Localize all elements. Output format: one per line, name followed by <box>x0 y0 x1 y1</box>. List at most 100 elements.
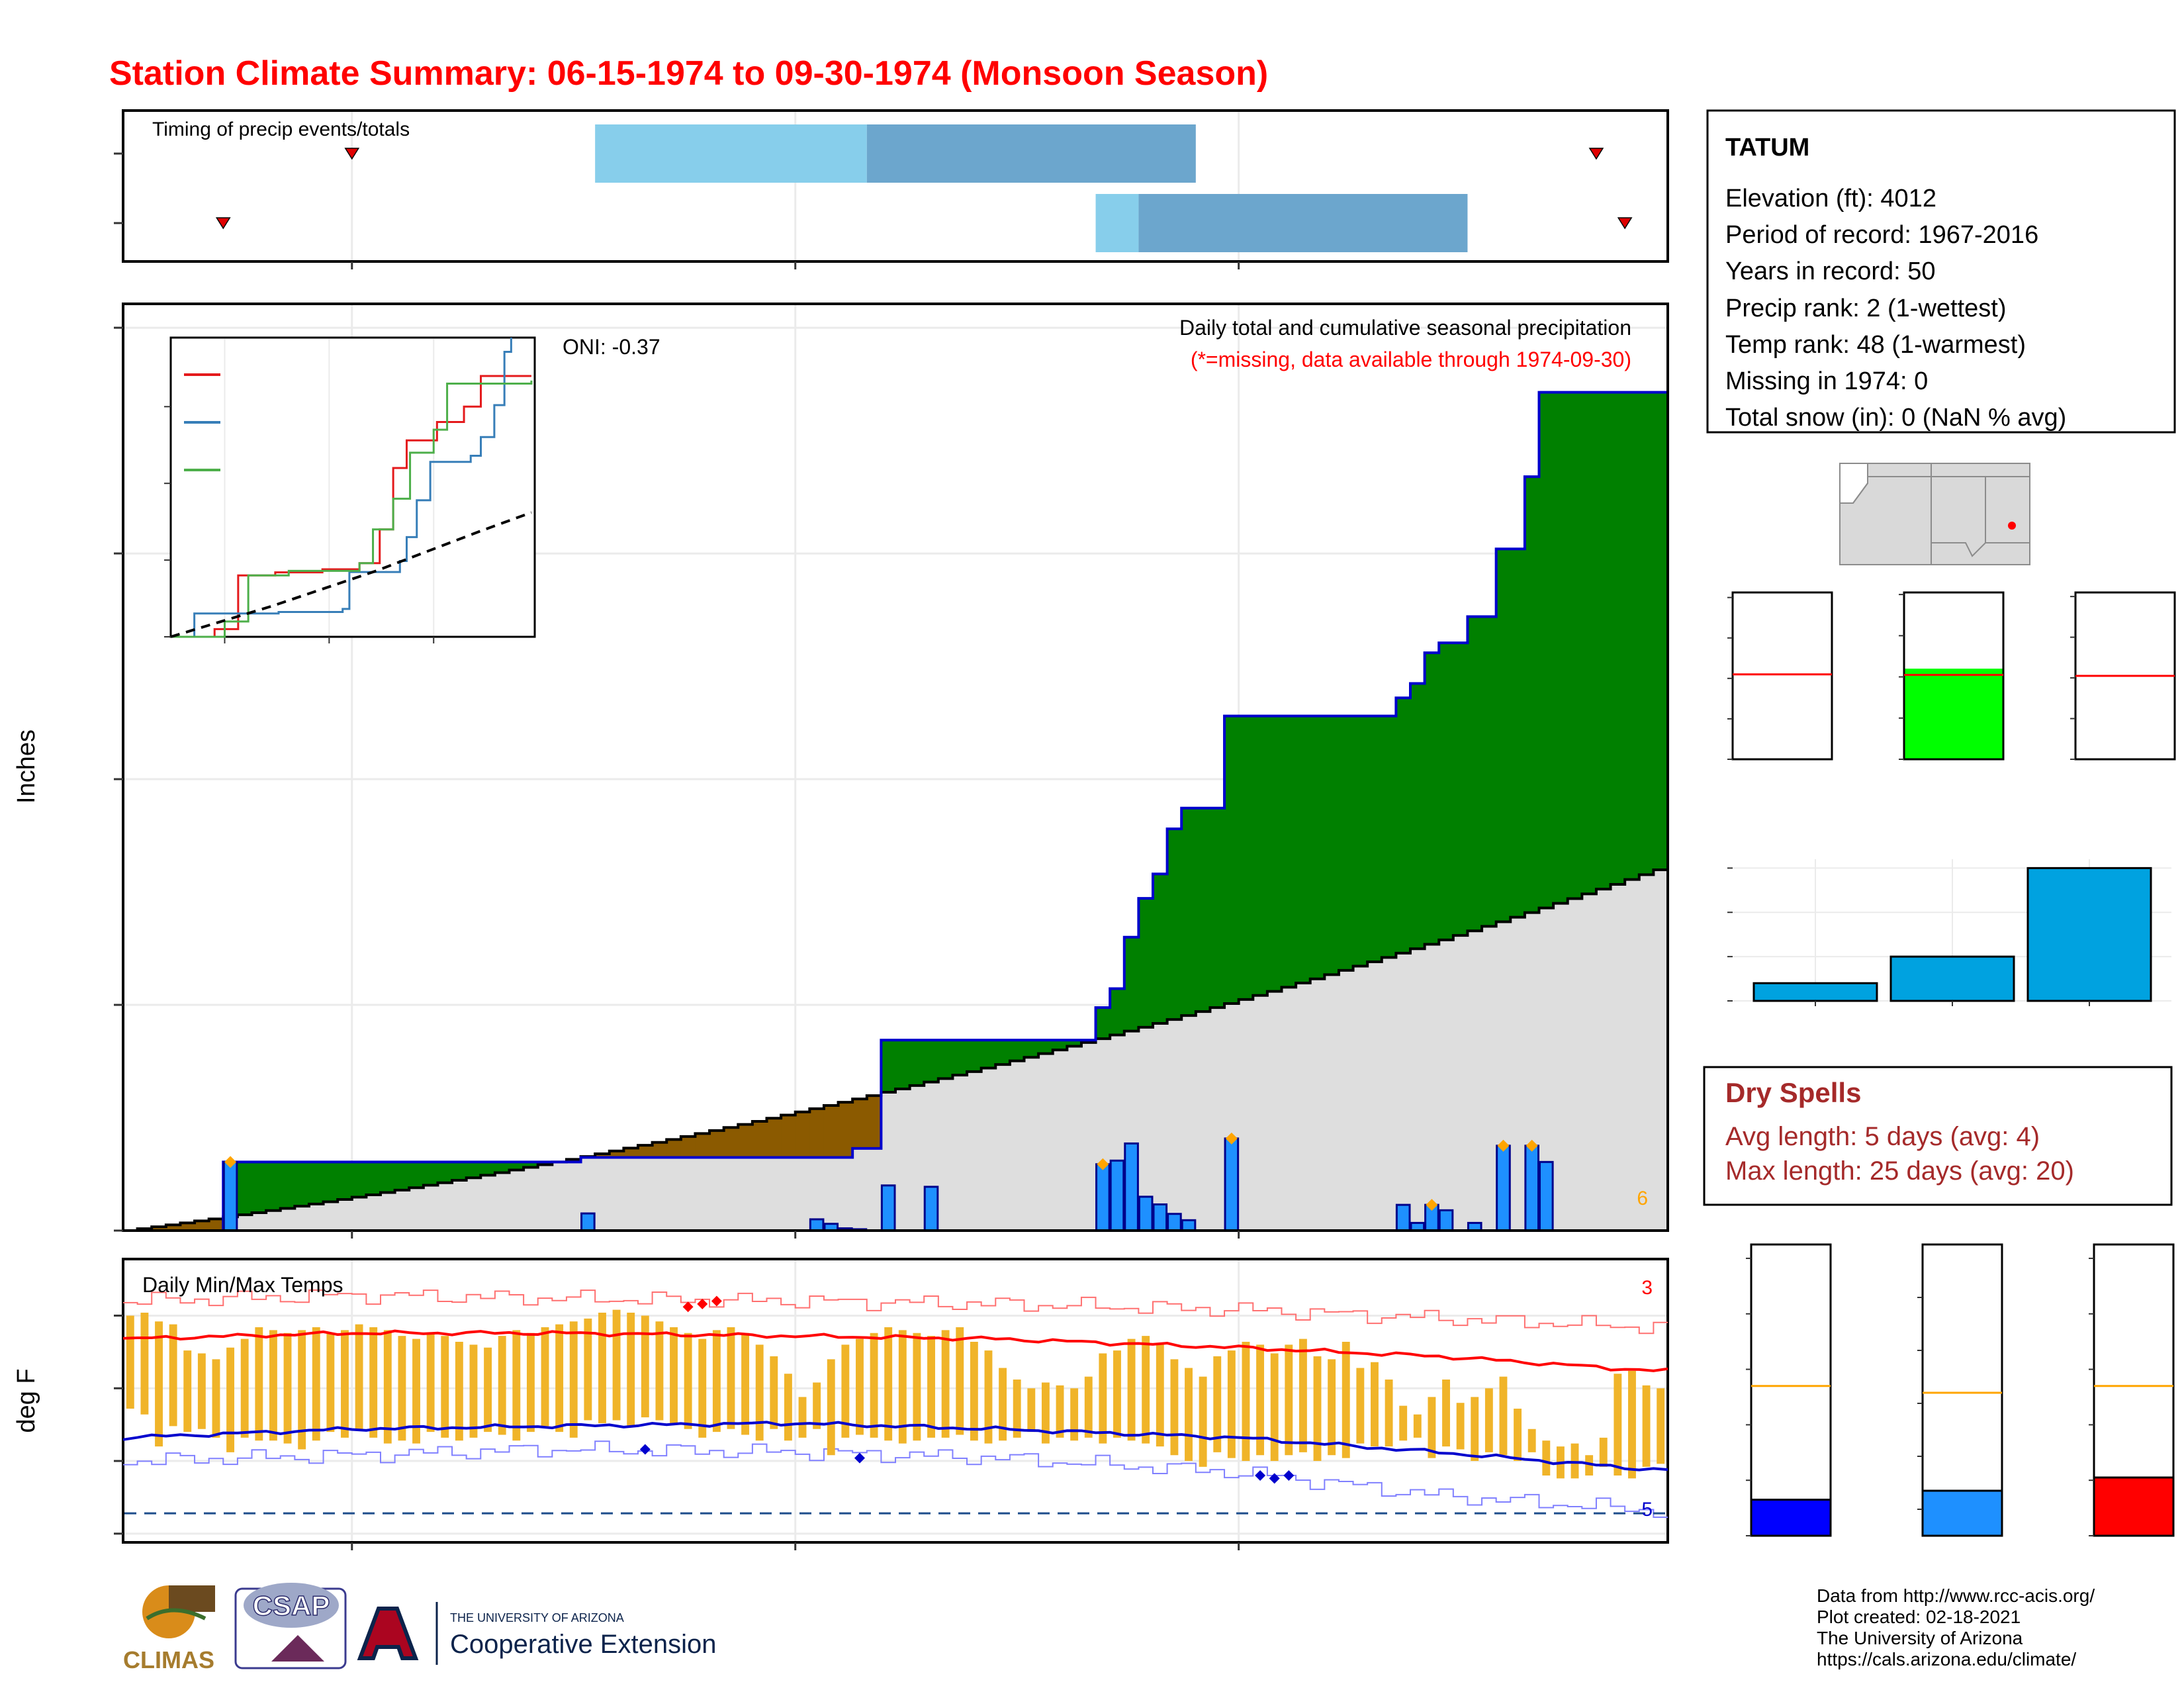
inset-series-line-1972 <box>171 375 531 638</box>
surplus-area-segment <box>351 1162 367 1197</box>
climas-logo-swoosh <box>146 1608 206 1620</box>
surplus-area-segment <box>1482 616 1497 927</box>
climatology-fill-segment <box>1482 926 1497 1231</box>
climatology-fill-segment <box>1639 874 1654 1231</box>
daily-precip-bar <box>1224 1137 1240 1232</box>
record-low-marker <box>1283 1470 1295 1481</box>
climatology-fill-segment <box>866 1148 882 1231</box>
climatology-fill-segment <box>795 1157 810 1231</box>
inset-lines <box>164 338 533 643</box>
surplus-area-segment <box>1210 808 1225 1008</box>
climatology-fill-segment <box>1310 978 1325 1231</box>
climatology-fill-segment <box>1296 983 1311 1231</box>
surplus-area-segment <box>394 1162 410 1190</box>
deficit-area-segment <box>709 1130 725 1158</box>
daily-precip-bar <box>1524 1145 1540 1232</box>
csap-logo-text: CSAP <box>253 1590 330 1621</box>
climatology-fill-segment <box>1210 1008 1225 1231</box>
dry-spells-title: Dry Spells <box>1725 1077 1861 1108</box>
deficit-area-segment <box>595 1153 610 1158</box>
climatology-fill-segment <box>1567 898 1582 1231</box>
climatology-fill-segment <box>1653 870 1668 1231</box>
climatology-fill-segment <box>480 1175 496 1231</box>
deficit-area-segment <box>566 1159 582 1162</box>
events-bar-light <box>1752 982 1878 1002</box>
mini-temp-bar <box>2093 1476 2175 1537</box>
climatology-fill-segment <box>809 1157 825 1231</box>
dry-spells-avg: Avg length: 5 days (avg: 4) <box>1725 1122 2040 1151</box>
climatology-fill-segment <box>1067 1046 1082 1231</box>
climatology-cumulative-line <box>123 868 1668 1232</box>
surplus-area-segment <box>1381 716 1396 958</box>
climatology-fill-segment <box>680 1157 696 1231</box>
footer-org: The University of Arizona <box>1817 1628 2023 1648</box>
climatology-fill-segment <box>1324 974 1340 1231</box>
top-event-marker <box>224 1156 237 1168</box>
surplus-area-segment <box>381 1162 396 1193</box>
first-event-marker <box>344 148 360 160</box>
climas-logo: CLIMAS <box>123 1585 215 1673</box>
deficit-area-segment <box>866 1096 882 1149</box>
precip-count: 6 <box>1637 1188 1648 1209</box>
precip-panel-frame <box>122 303 1669 1232</box>
climatology-fill-segment <box>295 1206 310 1231</box>
surplus-area-segment <box>523 1162 539 1168</box>
surplus-area-segment <box>537 1162 553 1165</box>
record-high-marker <box>697 1298 708 1309</box>
climatology-fill-segment <box>338 1199 353 1231</box>
mini-temp-frame <box>1921 1243 2003 1537</box>
climatology-fill-segment <box>580 1157 596 1231</box>
timing-label: Timing of precip events/totals <box>152 118 410 140</box>
precip-y-label: Inches <box>13 729 40 804</box>
daily-precip-bar <box>1395 1203 1411 1232</box>
climatology-fill-segment <box>909 1085 925 1231</box>
climatology-fill-segment <box>1052 1050 1068 1231</box>
daily-precip-bar <box>1095 1163 1111 1232</box>
surplus-area-segment <box>480 1162 496 1176</box>
ua-logo-small-text: THE UNIVERSITY OF ARIZONA <box>450 1611 624 1624</box>
climatology-fill-segment <box>1582 894 1597 1231</box>
climatology-fill-segment <box>609 1157 624 1231</box>
climas-logo-text: CLIMAS <box>123 1646 214 1673</box>
station-info-frame <box>1706 109 2176 434</box>
climatology-fill-segment <box>695 1157 710 1231</box>
mini-temp-frame <box>2093 1243 2175 1537</box>
locator-map-bg <box>1839 463 2030 565</box>
surplus-area-segment <box>1095 1008 1111 1039</box>
precip-areas <box>123 391 1668 1232</box>
deficit-area-segment <box>852 1099 868 1149</box>
deficit-area-segment <box>738 1124 753 1158</box>
deficit-area-segment <box>752 1121 767 1158</box>
climatology-fill-segment <box>366 1195 381 1231</box>
climatology-fill-segment <box>1424 944 1439 1231</box>
inset-climatology-line <box>170 511 532 638</box>
record-low-count: 5 <box>1641 1499 1653 1521</box>
surplus-area-segment <box>952 1040 968 1076</box>
surplus-area-segment <box>1625 392 1640 880</box>
climatology-fill-segment <box>1625 879 1640 1231</box>
mini-temp-panels <box>1746 1243 2175 1537</box>
deficit-area-segment <box>795 1111 810 1158</box>
climatology-fill-segment <box>652 1157 667 1231</box>
deficit-area-segment <box>809 1108 825 1158</box>
climatology-fill-segment <box>1439 939 1454 1231</box>
record-high-marker <box>682 1301 694 1313</box>
dry-spells-max: Max length: 25 days (avg: 20) <box>1725 1156 2074 1186</box>
climatology-fill-segment <box>1367 961 1383 1231</box>
surplus-area-segment <box>1439 643 1454 940</box>
dry-spells-box: Dry Spells Avg length: 5 days (avg: 4) M… <box>1703 1066 2173 1206</box>
top-event-marker <box>1497 1139 1510 1152</box>
climatology-fill-segment <box>723 1157 739 1231</box>
record-high-marker <box>711 1295 722 1307</box>
surplus-area-segment <box>1138 898 1154 1027</box>
deficit-area-segment <box>208 1219 224 1231</box>
deficit-area-segment <box>152 1227 167 1231</box>
climatology-fill-segment <box>1510 917 1525 1231</box>
timing-box-lower <box>1095 194 1139 252</box>
station-name: TATUM <box>1725 134 1809 162</box>
climatology-fill-segment <box>838 1157 853 1231</box>
precip-panel: Inches Daily total and cumulative season… <box>13 303 1669 1232</box>
station-location-dot <box>2008 522 2016 530</box>
surplus-area-segment <box>237 1162 252 1215</box>
